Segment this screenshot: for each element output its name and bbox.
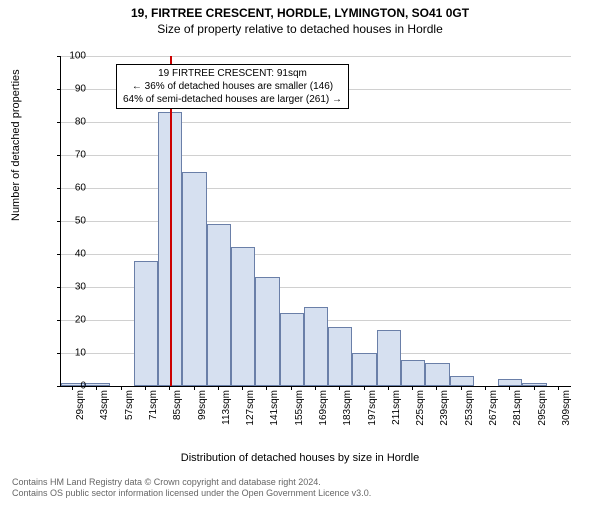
- x-tick: [461, 386, 462, 390]
- grid-line: [61, 155, 571, 156]
- y-tick-label: 10: [56, 348, 86, 359]
- x-tick: [291, 386, 292, 390]
- x-tick-label: 281sqm: [512, 390, 523, 426]
- histogram-chart: 19 FIRTREE CRESCENT: 91sqm← 36% of detac…: [60, 56, 571, 387]
- x-tick-label: 295sqm: [537, 390, 548, 426]
- x-tick-label: 197sqm: [367, 390, 378, 426]
- histogram-bar: [85, 383, 109, 386]
- histogram-bar: [255, 277, 279, 386]
- annotation-box: 19 FIRTREE CRESCENT: 91sqm← 36% of detac…: [116, 64, 349, 109]
- histogram-bar: [401, 360, 425, 386]
- histogram-bar: [450, 376, 474, 386]
- footer-attribution: Contains HM Land Registry data © Crown c…: [12, 477, 371, 500]
- x-tick-label: 239sqm: [439, 390, 450, 426]
- x-tick: [558, 386, 559, 390]
- grid-line: [61, 122, 571, 123]
- grid-line: [61, 188, 571, 189]
- x-tick: [96, 386, 97, 390]
- grid-line: [61, 254, 571, 255]
- histogram-bar: [498, 379, 522, 386]
- annotation-line: ← 36% of detached houses are smaller (14…: [123, 80, 342, 93]
- x-tick: [266, 386, 267, 390]
- histogram-bar: [207, 224, 231, 386]
- x-tick-label: 225sqm: [415, 390, 426, 426]
- y-tick-label: 30: [56, 282, 86, 293]
- footer-line-1: Contains HM Land Registry data © Crown c…: [12, 477, 371, 489]
- x-tick: [388, 386, 389, 390]
- x-tick: [364, 386, 365, 390]
- x-tick-label: 99sqm: [197, 390, 208, 420]
- histogram-bar: [328, 327, 352, 386]
- y-tick-label: 20: [56, 315, 86, 326]
- y-tick-label: 60: [56, 183, 86, 194]
- grid-line: [61, 221, 571, 222]
- histogram-bar: [304, 307, 328, 386]
- x-tick-label: 71sqm: [148, 390, 159, 420]
- histogram-bar: [231, 247, 255, 386]
- histogram-bar: [134, 261, 158, 386]
- x-tick-label: 113sqm: [221, 390, 232, 425]
- x-tick-label: 309sqm: [561, 390, 572, 426]
- histogram-bar: [352, 353, 376, 386]
- x-tick: [534, 386, 535, 390]
- x-tick-label: 267sqm: [488, 390, 499, 426]
- y-tick-label: 70: [56, 150, 86, 161]
- x-tick-label: 43sqm: [99, 390, 110, 420]
- y-tick-label: 100: [56, 51, 86, 62]
- x-tick-label: 57sqm: [124, 390, 135, 420]
- y-tick-label: 90: [56, 84, 86, 95]
- x-tick-label: 253sqm: [464, 390, 475, 426]
- page-subtitle: Size of property relative to detached ho…: [0, 22, 600, 36]
- footer-line-2: Contains OS public sector information li…: [12, 488, 371, 500]
- x-tick-label: 29sqm: [75, 390, 86, 420]
- annotation-line: 19 FIRTREE CRESCENT: 91sqm: [123, 67, 342, 80]
- grid-line: [61, 56, 571, 57]
- x-tick: [242, 386, 243, 390]
- x-tick-label: 183sqm: [342, 390, 353, 426]
- y-tick-label: 40: [56, 249, 86, 260]
- x-tick-label: 155sqm: [294, 390, 305, 426]
- x-tick: [412, 386, 413, 390]
- histogram-bar: [425, 363, 449, 386]
- y-tick-label: 50: [56, 216, 86, 227]
- x-tick-label: 141sqm: [269, 390, 280, 426]
- x-tick: [194, 386, 195, 390]
- x-axis-label: Distribution of detached houses by size …: [0, 452, 600, 464]
- x-tick: [145, 386, 146, 390]
- y-axis-label: Number of detached properties: [10, 69, 22, 221]
- x-tick: [315, 386, 316, 390]
- x-tick: [436, 386, 437, 390]
- x-tick-label: 169sqm: [318, 390, 329, 426]
- annotation-line: 64% of semi-detached houses are larger (…: [123, 93, 342, 106]
- x-tick: [121, 386, 122, 390]
- histogram-bar: [280, 313, 304, 386]
- histogram-bar: [522, 383, 546, 386]
- x-tick-label: 127sqm: [245, 390, 256, 426]
- x-tick-label: 85sqm: [172, 390, 183, 420]
- histogram-bar: [377, 330, 401, 386]
- x-tick: [218, 386, 219, 390]
- x-tick: [485, 386, 486, 390]
- x-tick: [509, 386, 510, 390]
- y-tick-label: 80: [56, 117, 86, 128]
- x-tick-label: 211sqm: [391, 390, 402, 425]
- x-tick: [169, 386, 170, 390]
- x-tick: [339, 386, 340, 390]
- x-tick: [72, 386, 73, 390]
- histogram-bar: [182, 172, 206, 387]
- page-title: 19, FIRTREE CRESCENT, HORDLE, LYMINGTON,…: [0, 6, 600, 20]
